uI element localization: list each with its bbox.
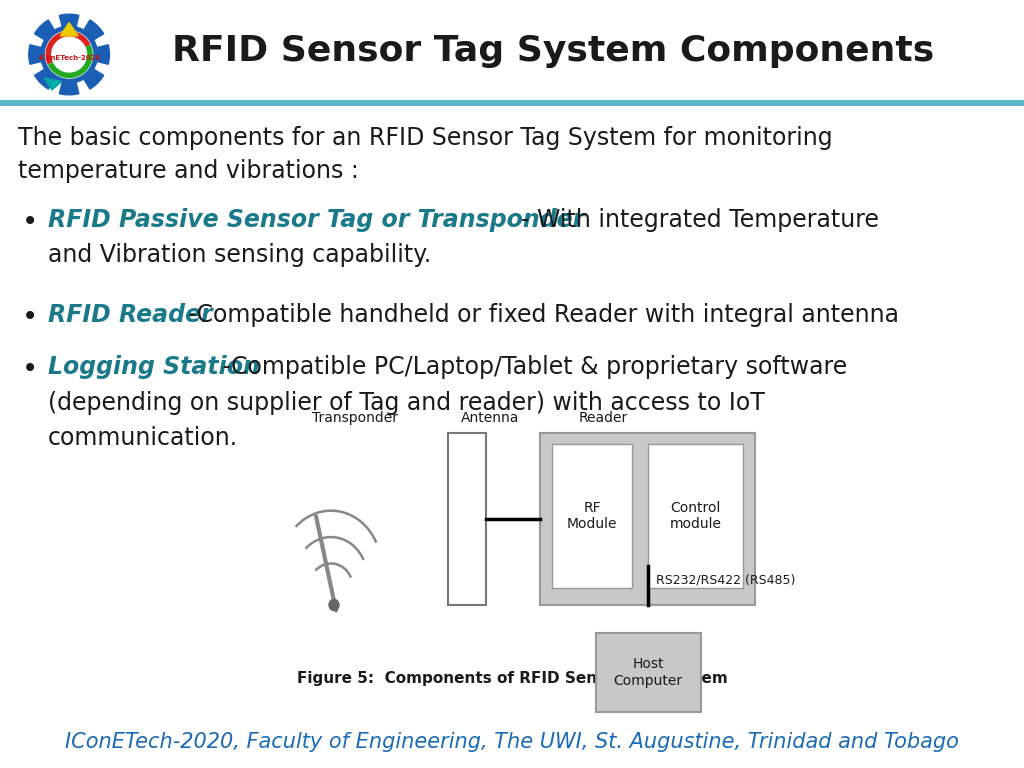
Wedge shape [29, 45, 43, 65]
Wedge shape [35, 20, 55, 41]
Polygon shape [60, 22, 78, 36]
Bar [540, 433, 755, 605]
Bar [552, 444, 632, 588]
Bar [449, 433, 486, 605]
Text: •: • [22, 356, 38, 383]
Wedge shape [59, 15, 79, 28]
Text: temperature and vibrations :: temperature and vibrations : [18, 159, 358, 184]
Circle shape [45, 31, 93, 78]
Text: and Vibration sensing capability.: and Vibration sensing capability. [48, 243, 431, 267]
Circle shape [329, 599, 339, 611]
Text: Control
module: Control module [670, 501, 722, 531]
Text: Figure 5:  Components of RFID Sensor Tag System: Figure 5: Components of RFID Sensor Tag … [297, 671, 727, 687]
Text: Host
Computer: Host Computer [613, 657, 683, 687]
Text: RF
Module: RF Module [566, 501, 617, 531]
Text: RFID Passive Sensor Tag or Transponder: RFID Passive Sensor Tag or Transponder [48, 208, 585, 232]
Circle shape [41, 26, 97, 83]
Text: •: • [22, 303, 38, 331]
Text: RFID Sensor Tag System Components: RFID Sensor Tag System Components [172, 34, 934, 68]
Text: RS232/RS422 (RS485): RS232/RS422 (RS485) [655, 574, 795, 587]
Text: •: • [22, 208, 38, 236]
Wedge shape [95, 45, 110, 65]
Text: Reader: Reader [579, 411, 628, 425]
Text: -Compatible handheld or fixed Reader with integral antenna: -Compatible handheld or fixed Reader wit… [188, 303, 899, 327]
Text: (depending on supplier of Tag and reader) with access to IoT: (depending on supplier of Tag and reader… [48, 391, 765, 415]
Text: - With integrated Temperature: - With integrated Temperature [521, 208, 879, 232]
Wedge shape [83, 68, 103, 89]
Text: -Compatible PC/Laptop/Tablet & proprietary software: -Compatible PC/Laptop/Tablet & proprieta… [215, 356, 847, 379]
Wedge shape [35, 68, 55, 89]
Text: Transponder: Transponder [312, 411, 398, 425]
Bar [648, 444, 743, 588]
Text: RFID Reader: RFID Reader [48, 303, 221, 327]
Text: communication.: communication. [48, 426, 239, 450]
Text: IConETech-2020: IConETech-2020 [38, 55, 100, 61]
Text: The basic components for an RFID Sensor Tag System for monitoring: The basic components for an RFID Sensor … [18, 126, 833, 150]
Bar [596, 633, 700, 713]
Polygon shape [45, 78, 61, 90]
Text: Logging Station: Logging Station [48, 356, 260, 379]
Text: IConETech-2020, Faculty of Engineering, The UWI, St. Augustine, Trinidad and Tob: IConETech-2020, Faculty of Engineering, … [66, 732, 958, 752]
Wedge shape [59, 81, 79, 94]
Text: Antenna: Antenna [461, 411, 519, 425]
Wedge shape [83, 20, 103, 41]
